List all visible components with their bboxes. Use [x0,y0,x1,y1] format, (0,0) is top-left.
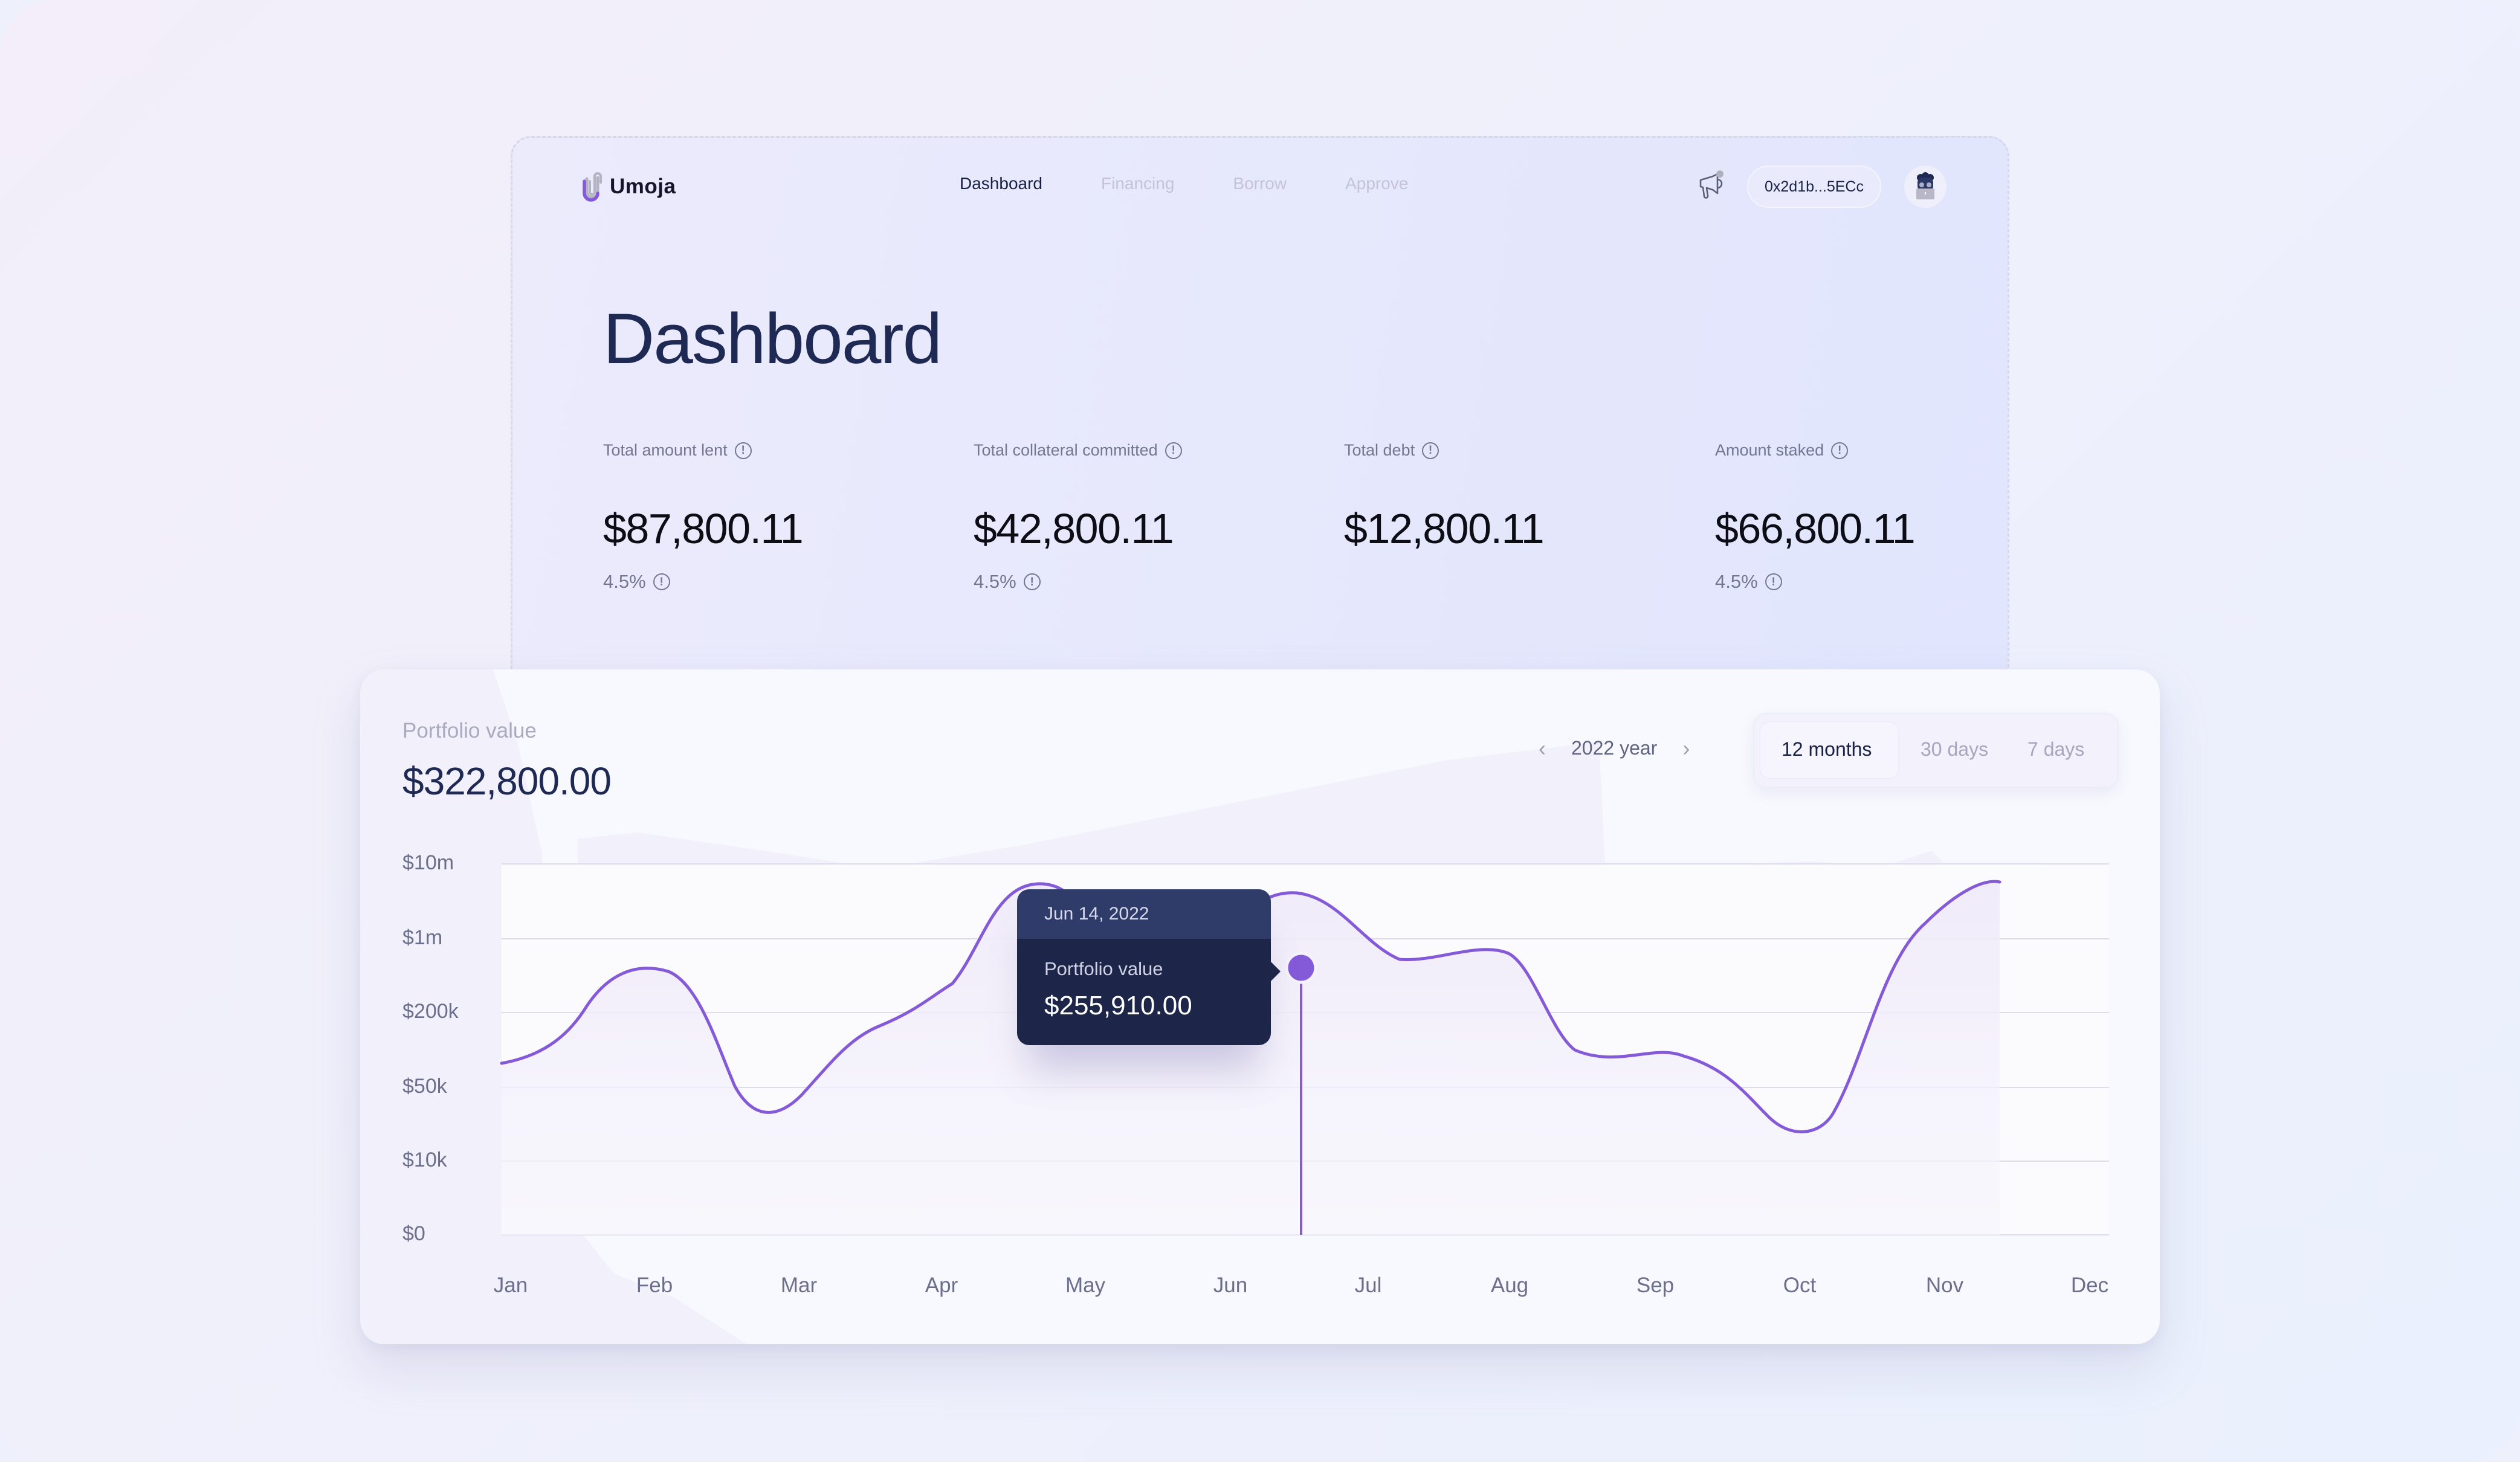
hover-point[interactable] [1285,952,1317,984]
chevron-left-icon[interactable]: ‹ [1539,735,1546,761]
stat-value: $87,800.11 [603,505,804,552]
brand-name: Umoja [610,175,676,198]
background-shape [360,669,2046,1344]
portfolio-label: Portfolio value [402,719,537,742]
x-tick-label: Jun [1213,1274,1248,1297]
stat-label: Total collateral committed [974,441,1158,459]
chevron-right-icon[interactable]: › [1682,735,1690,761]
wallet-address-button[interactable]: 0x2d1b...5ECc [1747,166,1881,208]
y-tick-label: $10k [402,1148,447,1171]
x-tick-label: Oct [1783,1274,1817,1297]
stat-change: 4.5% [1715,571,1758,592]
year-navigator: ‹ 2022 year › [1539,737,1690,759]
nav-approve[interactable]: Approve [1345,174,1409,193]
x-tick-label: Dec [2070,1274,2109,1297]
info-icon[interactable]: ! [653,573,670,590]
active-tab-highlight [1759,721,1899,779]
y-tick-label: $50k [402,1075,447,1098]
stat-change: 4.5% [603,571,646,592]
page-title: Dashboard [603,299,942,379]
x-tick-label: May [1065,1274,1106,1297]
info-icon[interactable]: ! [734,442,752,459]
nav-financing[interactable]: Financing [1100,174,1175,193]
stat-value: $42,800.11 [974,505,1174,552]
x-tick-label: Mar [780,1274,818,1297]
info-icon[interactable]: ! [1422,442,1439,459]
info-icon[interactable]: ! [1831,442,1849,459]
tab-7-days[interactable]: 7 days [2027,738,2085,760]
info-icon[interactable]: ! [1165,442,1182,459]
stat-label: Total debt [1344,441,1415,459]
line-chart[interactable] [360,669,2160,1344]
nav-dashboard[interactable]: Dashboard [960,174,1042,193]
stat-label: Total amount lent [603,441,728,459]
y-tick-label: $1m [402,926,443,949]
stat-change: 4.5% [974,571,1016,592]
x-tick-label: Apr [925,1274,958,1297]
stat-amount-staked: Amount staked! $66,800.11 4.5%! [1715,441,1916,592]
x-tick-label: Nov [1925,1274,1964,1297]
nav-borrow[interactable]: Borrow [1233,174,1287,193]
chart-tooltip: Jun 14, 2022 Portfolio value $255,910.00 [1017,889,1281,1045]
info-icon[interactable]: ! [1765,573,1782,590]
range-tabs: 12 months 30 days 7 days [1753,713,2119,788]
x-tick-label: Feb [636,1274,673,1297]
y-tick-label: $200k [402,1000,459,1023]
tab-30-days[interactable]: 30 days [1921,738,1989,760]
stat-total-debt: Total debt! $12,800.11 [1344,441,1545,552]
x-tick-label: Jul [1354,1274,1382,1297]
portfolio-value: $322,800.00 [402,759,612,803]
dashboard-panel: Umoja Dashboard Financing Borrow Approve… [511,136,2009,740]
tooltip-label: Portfolio value [1044,958,1163,979]
y-tick-label: $0 [402,1222,425,1245]
year-label: 2022 year [1571,737,1658,759]
stat-value: $66,800.11 [1715,505,1916,552]
info-icon[interactable]: ! [1023,573,1041,590]
tab-12-months[interactable]: 12 months [1782,738,1872,760]
portfolio-chart-card: Portfolio value $322,800.00 ‹ 2022 year … [360,669,2160,1344]
stat-value: $12,800.11 [1344,505,1545,552]
brand-logo[interactable]: Umoja [582,172,676,202]
stat-total-collateral: Total collateral committed! $42,800.11 4… [974,441,1182,592]
umoja-logo-icon [583,172,602,202]
x-tick-label: Jan [493,1274,528,1297]
area-fill [502,881,2000,1235]
stat-label: Amount staked [1715,441,1824,459]
stat-total-lent: Total amount lent! $87,800.11 4.5%! [603,441,804,592]
user-avatar[interactable] [1904,166,1947,208]
y-tick-label: $10m [402,851,454,874]
avatar-illustration-icon [1904,166,1947,208]
tooltip-value: $255,910.00 [1044,991,1192,1020]
main-nav: Dashboard Financing Borrow Approve [960,174,1467,193]
x-tick-label: Sep [1636,1274,1675,1297]
x-tick-label: Aug [1490,1274,1529,1297]
tooltip-arrow [1271,962,1281,981]
tooltip-date: Jun 14, 2022 [1017,889,1271,939]
megaphone-icon[interactable] [1697,169,1726,201]
